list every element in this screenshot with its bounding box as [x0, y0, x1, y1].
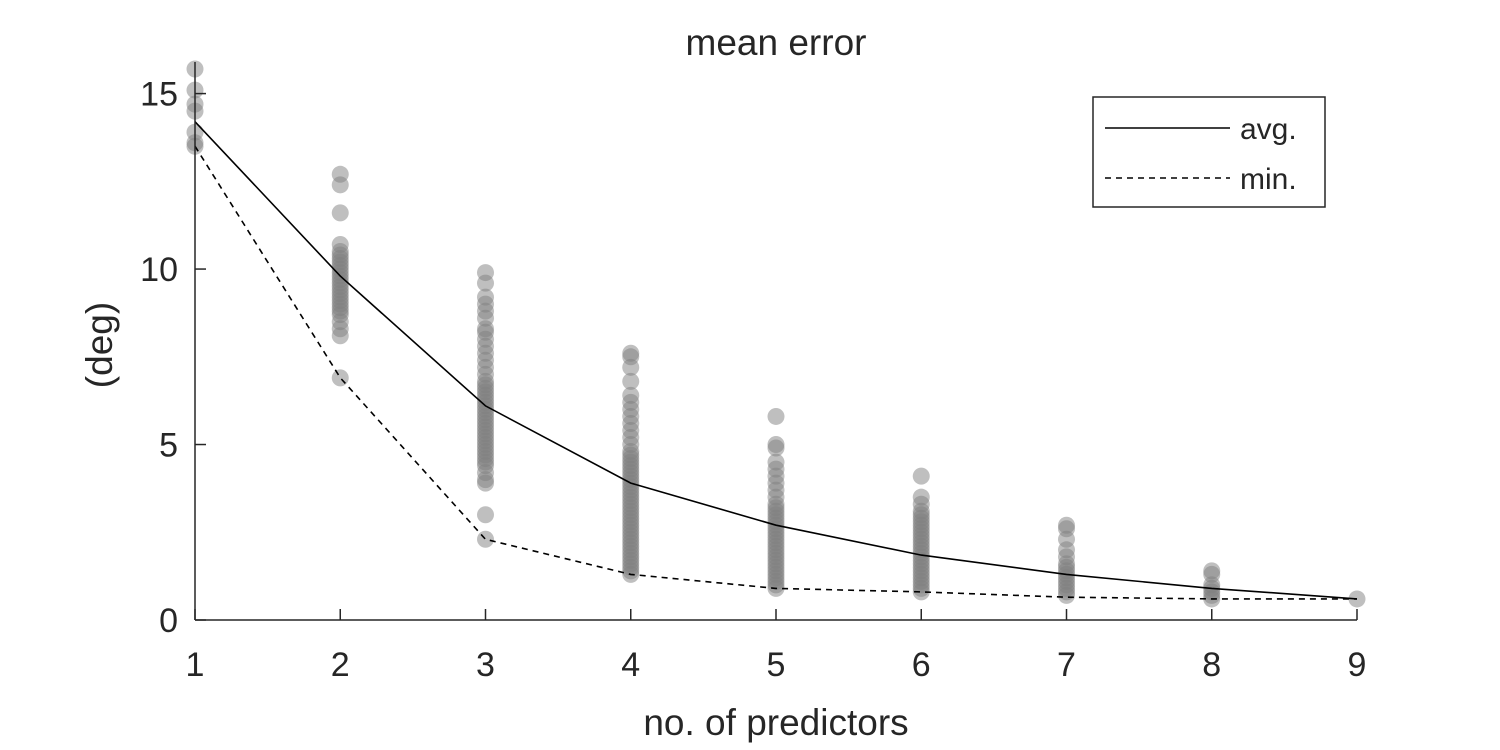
x-tick-label: 6	[912, 646, 931, 684]
series-line-min	[194, 145, 1357, 600]
scatter-point	[767, 439, 785, 457]
y-ticks: 0 5 10 15	[140, 76, 206, 640]
y-tick-label: 15	[140, 76, 178, 114]
scatter-point	[477, 530, 494, 548]
x-ticks: 1 2 3 4 5 6 7 8 9	[186, 609, 1367, 684]
scatter-point	[477, 506, 494, 524]
y-tick-label: 10	[140, 251, 178, 289]
scatter-point	[331, 176, 349, 194]
y-tick-label: 0	[159, 602, 178, 640]
legend-box	[1092, 96, 1326, 208]
scatter-point	[331, 327, 349, 345]
scatter-point	[767, 407, 785, 425]
scatter-point	[622, 372, 640, 390]
legend-min-label: min.	[1240, 163, 1297, 196]
scatter-point	[477, 474, 494, 492]
x-tick-label: 2	[331, 646, 350, 684]
x-tick-label: 8	[1202, 646, 1221, 684]
x-tick-label: 7	[1057, 646, 1076, 684]
x-tick-label: 5	[767, 646, 786, 684]
scatter-layer	[186, 60, 1366, 608]
x-tick-label: 4	[621, 646, 640, 684]
scatter-point	[331, 369, 349, 387]
scatter-point	[912, 467, 930, 485]
scatter-point	[331, 204, 349, 222]
x-axis-label: no. of predictors	[643, 702, 908, 743]
y-axis-label: (deg)	[79, 302, 120, 388]
chart-title: mean error	[686, 22, 867, 63]
series-line-avg	[194, 121, 1358, 600]
scatter-point	[477, 274, 494, 292]
line-layer	[194, 121, 1358, 600]
scatter-point	[912, 583, 930, 601]
x-tick-label: 1	[186, 646, 205, 684]
legend-avg-label: avg.	[1240, 113, 1297, 146]
scatter-point	[1058, 586, 1075, 604]
x-tick-label: 9	[1348, 646, 1367, 684]
scatter-point	[622, 358, 640, 376]
legend: avg. min.	[1092, 96, 1326, 208]
x-tick-label: 3	[476, 646, 495, 684]
y-tick-label: 5	[159, 427, 178, 465]
